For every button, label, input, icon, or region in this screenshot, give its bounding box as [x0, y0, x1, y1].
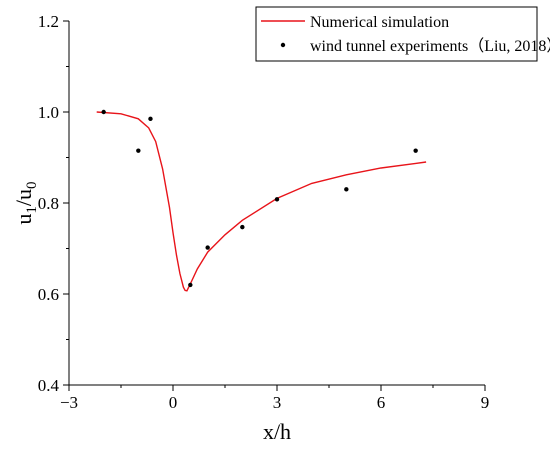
- data-point: [413, 148, 418, 153]
- data-point: [344, 187, 349, 192]
- y-label-sub-2: 0: [24, 181, 40, 189]
- data-point: [101, 109, 106, 115]
- y-tick-label: 1.0: [38, 103, 59, 122]
- data-point: [205, 245, 210, 250]
- y-tick-label: 0.6: [38, 285, 59, 304]
- series-line-numerical-simulation: [96, 111, 427, 292]
- y-axis-ticks: 0.4 0.6 0.8 1.0 1.2: [38, 12, 69, 395]
- y-tick-label: 0.4: [38, 376, 60, 395]
- data-point: [188, 282, 193, 288]
- legend-label-numerical-simulation: Numerical simulation: [310, 14, 449, 31]
- legend-dot-marker: [280, 42, 286, 48]
- legend-label-wind-tunnel: wind tunnel experiments（Liu, 2018）: [310, 37, 550, 55]
- y-tick-label: 1.2: [38, 12, 59, 31]
- y-label-sub-1: 1: [24, 206, 40, 214]
- data-point: [274, 197, 280, 202]
- x-axis-label: x/h: [263, 419, 291, 444]
- x-tick-label: 9: [481, 393, 490, 412]
- x-tick-label: 0: [169, 393, 178, 412]
- data-point: [240, 224, 245, 230]
- legend: Numerical simulation wind tunnel experim…: [255, 6, 550, 62]
- y-label-main: u: [11, 214, 36, 225]
- data-point: [136, 148, 141, 153]
- data-point: [148, 116, 153, 122]
- x-axis-ticks: −3 0 3 6 9: [60, 385, 489, 412]
- y-axis-label: u1/u0: [11, 181, 40, 224]
- legend-box: [255, 6, 538, 62]
- series-points-wind-tunnel: [101, 109, 418, 288]
- y-label-sep: /u: [11, 189, 36, 206]
- x-tick-label: −3: [60, 393, 78, 412]
- x-tick-label: 6: [377, 393, 386, 412]
- x-tick-label: 3: [273, 393, 282, 412]
- y-tick-label: 0.8: [38, 194, 59, 213]
